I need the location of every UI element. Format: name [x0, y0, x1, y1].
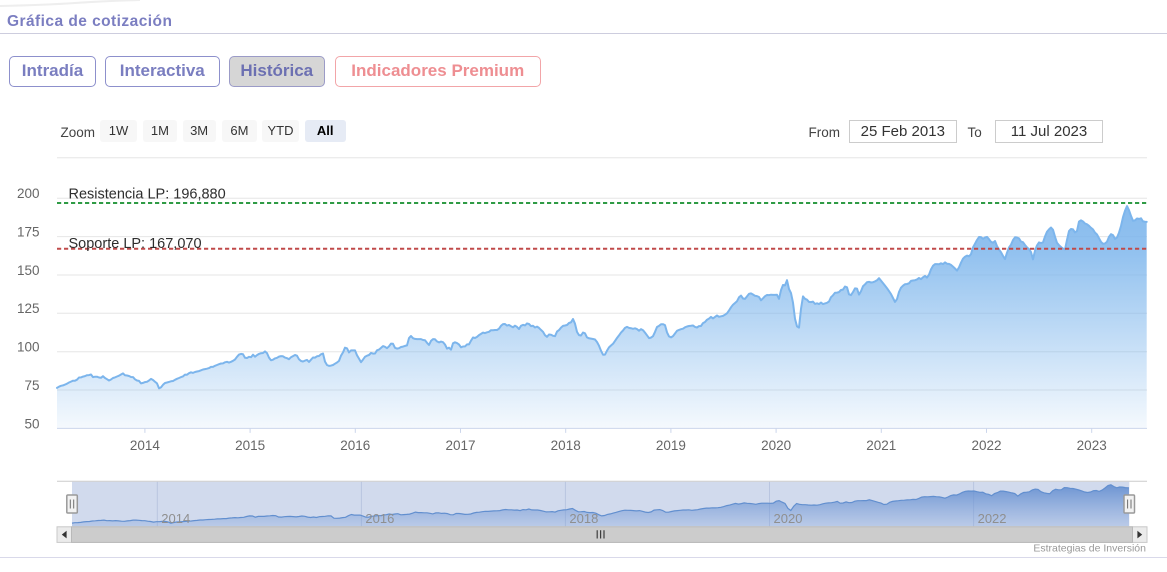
svg-text:2018: 2018: [551, 438, 581, 453]
svg-text:100: 100: [17, 340, 40, 355]
svg-text:Estrategias de Inversión: Estrategias de Inversión: [1033, 543, 1146, 555]
svg-text:2020: 2020: [774, 511, 803, 526]
svg-text:2019: 2019: [656, 438, 686, 453]
svg-text:2023: 2023: [1077, 438, 1107, 453]
svg-text:2014: 2014: [130, 438, 161, 453]
svg-text:2016: 2016: [365, 511, 394, 526]
svg-text:75: 75: [24, 378, 39, 393]
svg-text:2016: 2016: [340, 438, 370, 453]
svg-text:150: 150: [17, 263, 40, 278]
svg-text:125: 125: [17, 301, 40, 316]
svg-text:Resistencia LP: 196,880: Resistencia LP: 196,880: [69, 186, 226, 202]
svg-text:2018: 2018: [569, 511, 598, 526]
svg-text:2015: 2015: [235, 438, 265, 453]
svg-text:2020: 2020: [761, 438, 791, 453]
svg-text:2021: 2021: [866, 438, 896, 453]
svg-text:200: 200: [17, 186, 40, 201]
svg-text:175: 175: [17, 225, 40, 240]
svg-text:2022: 2022: [978, 511, 1007, 526]
svg-text:2017: 2017: [445, 438, 475, 453]
svg-text:2014: 2014: [161, 511, 190, 526]
svg-text:50: 50: [24, 416, 39, 431]
svg-text:Soporte LP: 167,070: Soporte LP: 167,070: [69, 236, 202, 252]
svg-text:2022: 2022: [971, 438, 1001, 453]
